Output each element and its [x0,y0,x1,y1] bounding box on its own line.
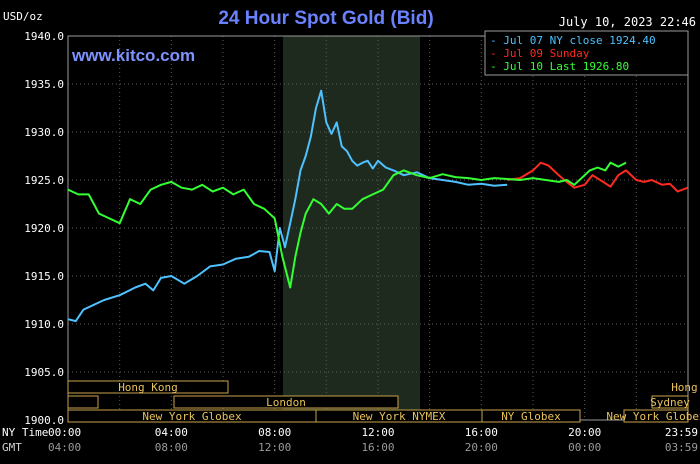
series-line [507,161,689,193]
x-tick-label-ny: 16:00 [465,426,498,439]
x-axis-label-ny: NY Time [2,426,48,439]
series-line [67,89,508,323]
session-box [173,395,399,409]
x-tick-label-ny: 04:00 [155,426,188,439]
session-label: New York Globex [606,410,700,423]
y-tick-label: 1920.0 [24,222,64,235]
x-tick-label-ny: 23:59 [665,426,698,439]
x-tick-label-gmt: 12:00 [258,441,291,454]
x-tick-label-gmt: 16:00 [361,441,394,454]
y-tick-label: 1925.0 [24,174,64,187]
x-tick-label-ny: 12:00 [361,426,394,439]
session-box [67,380,229,394]
watermark: www.kitco.com [71,46,195,65]
x-tick-label-gmt: 08:00 [155,441,188,454]
x-tick-label-gmt: 03:59 [665,441,698,454]
legend: - Jul 07 NY close 1924.40- Jul 09 Sunday… [484,30,689,76]
x-tick-label-ny: 20:00 [568,426,601,439]
x-tick-label-gmt: 00:00 [568,441,601,454]
session-box [481,409,581,423]
grid [68,36,688,420]
session-label: Hong Kong [118,381,178,394]
x-tick-label-ny: 08:00 [258,426,291,439]
session-box [651,395,689,409]
price-series [67,89,689,323]
y-tick-label: 1905.0 [24,366,64,379]
session-label: New York Globex [142,410,242,423]
y-tick-label: 1930.0 [24,126,64,139]
y-tick-label: 1940.0 [24,30,64,43]
x-tick-labels: 00:00 04:00 08:00 12:00 16:00 20:00 23:59 04:00… [48,426,698,454]
x-tick-label-ny: 00:00 [48,426,81,439]
legend-box [484,30,689,76]
y-tick-label: 1900.0 [24,414,64,427]
trading-sessions: Hong Kong London New York Globex New York N… [67,380,700,423]
session-label: New York NYMEX [353,410,446,423]
session-label: Sydney [650,396,690,409]
x-tick-label-gmt: 20:00 [465,441,498,454]
y-tick-label: 1910.0 [24,318,64,331]
session-label: Hong Kong [671,381,700,394]
legend-entry: - Jul 07 NY close 1924.40 [490,34,656,47]
x-tick-label-gmt: 04:00 [48,441,81,454]
session-box [67,395,99,409]
legend-entry: - Jul 09 Sunday [490,47,590,60]
series-line [67,161,627,289]
session-label: London [266,396,306,409]
legend-entry: - Jul 10 Last 1926.80 [490,60,629,73]
chart-title: 24 Hour Spot Gold (Bid) [218,8,433,29]
session-label: NY Globex [501,410,561,423]
y-tick-label: 1915.0 [24,270,64,283]
chart-timestamp: July 10, 2023 22:46 [559,15,696,29]
session-box [623,409,689,423]
y-tick-label: 1935.0 [24,78,64,91]
y-axis-label: USD/oz [3,10,43,23]
ny-open-highlight [283,36,420,420]
x-axis-label-gmt: GMT [2,441,22,454]
y-tick-labels: 1940.0 1935.0 1930.0 1925.0 1920.0 1915.0 1910… [24,30,64,427]
